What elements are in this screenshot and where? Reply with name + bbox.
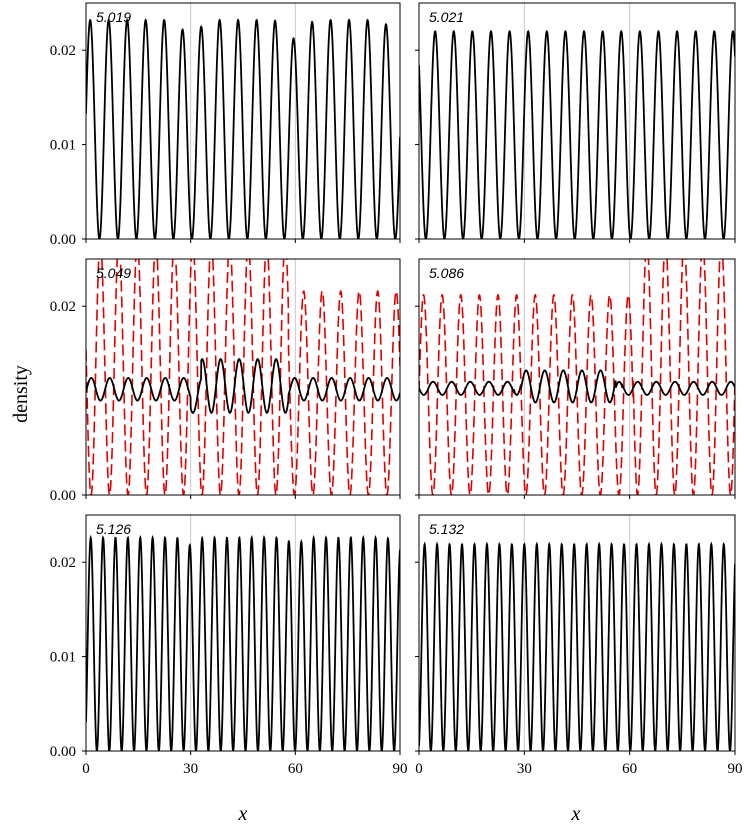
panel-frame <box>418 2 736 240</box>
x-tick-label: 30 <box>183 761 198 777</box>
y-tick-label: 0.02 <box>50 43 76 59</box>
y-tick-label: 0.00 <box>50 232 76 248</box>
x-tick-label: 60 <box>622 761 637 777</box>
panel-label: 5.049 <box>96 265 131 281</box>
panel-top-left: 0.00 0.01 0.02 5.019 <box>50 2 401 248</box>
y-tick-label: 0.00 <box>50 488 76 504</box>
series-line-solid <box>419 29 735 239</box>
y-tick-label: 0.00 <box>50 744 76 760</box>
x-tick-label: 30 <box>517 761 532 777</box>
series-line-solid <box>419 541 735 751</box>
x-tick-label: 0 <box>82 761 90 777</box>
panel-middle-left: 0.00 0.02 5.049 <box>50 258 401 504</box>
panels: 0.00 0.01 0.02 5.019 5.021 0.00 0.02 5.049 5.086… <box>50 2 743 777</box>
x-tick-label: 90 <box>393 761 408 777</box>
panel-frame <box>85 258 401 496</box>
panel-middle-right: 5.086 <box>415 258 736 499</box>
series-line-solid <box>86 534 400 751</box>
panel-label: 5.019 <box>96 9 131 25</box>
panel-label: 5.086 <box>429 265 464 281</box>
x-tick-label: 90 <box>728 761 743 777</box>
panel-frame <box>85 514 401 752</box>
x-axis-title-left: x <box>238 803 248 825</box>
panel-bottom-left: 0.00 0.01 0.02 0 30 60 90 5.126 <box>50 514 408 777</box>
y-axis-title: density <box>10 365 32 423</box>
panel-frame <box>85 2 401 240</box>
series-line-solid <box>86 18 400 239</box>
panel-label: 5.126 <box>96 521 131 537</box>
y-tick-label: 0.02 <box>50 299 76 315</box>
x-tick-label: 0 <box>415 761 423 777</box>
panel-label: 5.021 <box>429 9 464 25</box>
y-tick-label: 0.02 <box>50 555 76 571</box>
panel-bottom-right: 0 30 60 90 5.132 <box>415 514 743 777</box>
x-tick-label: 60 <box>288 761 303 777</box>
series-line-dashed <box>86 259 400 495</box>
panel-label: 5.132 <box>429 521 464 537</box>
panel-frame <box>418 258 736 496</box>
series-line-dashed <box>419 259 735 495</box>
series-line-solid <box>86 358 400 414</box>
series-line-solid <box>419 369 735 404</box>
panel-frame <box>418 514 736 752</box>
x-axis-title-right: x <box>571 803 581 825</box>
y-tick-label: 0.01 <box>50 650 76 666</box>
y-tick-label: 0.01 <box>50 138 76 154</box>
panel-top-right: 5.021 <box>415 2 736 243</box>
